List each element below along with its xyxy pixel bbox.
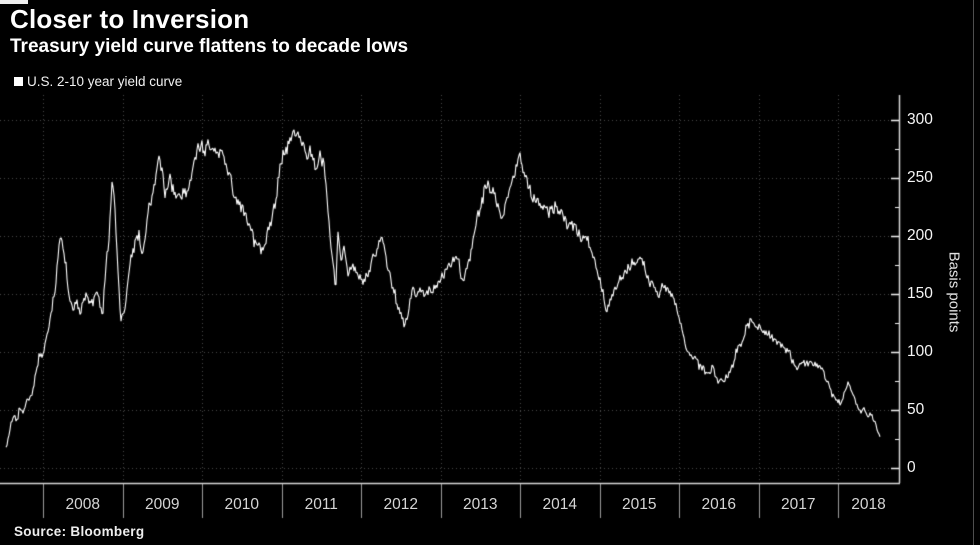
y-tick-label: 250 [907, 169, 933, 186]
x-year-label: 2013 [463, 496, 498, 513]
x-year-label: 2017 [781, 496, 816, 513]
y-tick-label: 100 [907, 343, 933, 360]
chart-subtitle: Treasury yield curve flattens to decade … [10, 36, 409, 57]
y-axis-title: Basis points [945, 251, 963, 333]
x-year-label: 2009 [145, 496, 180, 513]
source-credit: Source: Bloomberg [14, 524, 145, 539]
x-year-label: 2008 [65, 496, 100, 513]
legend-swatch-icon [14, 76, 23, 86]
y-tick-label: 50 [907, 401, 925, 418]
x-year-label: 2015 [622, 496, 657, 513]
chart-title: Closer to Inversion [10, 4, 250, 34]
y-tick-label: 200 [907, 227, 933, 244]
y-tick-label: 150 [907, 285, 933, 302]
y-tick-label: 300 [907, 111, 933, 128]
y-tick-label: 0 [907, 459, 916, 476]
window-corner-artifact [0, 0, 28, 4]
x-year-label: 2011 [304, 496, 338, 513]
legend-series-label: U.S. 2-10 year yield curve [27, 73, 183, 89]
right-frame-line [973, 0, 974, 545]
x-year-label: 2010 [224, 496, 259, 513]
x-year-label: 2012 [383, 496, 418, 513]
x-year-label: 2014 [542, 496, 577, 513]
legend: U.S. 2-10 year yield curve [14, 73, 183, 89]
x-year-label: 2016 [701, 496, 736, 513]
x-year-label: 2018 [851, 496, 886, 513]
